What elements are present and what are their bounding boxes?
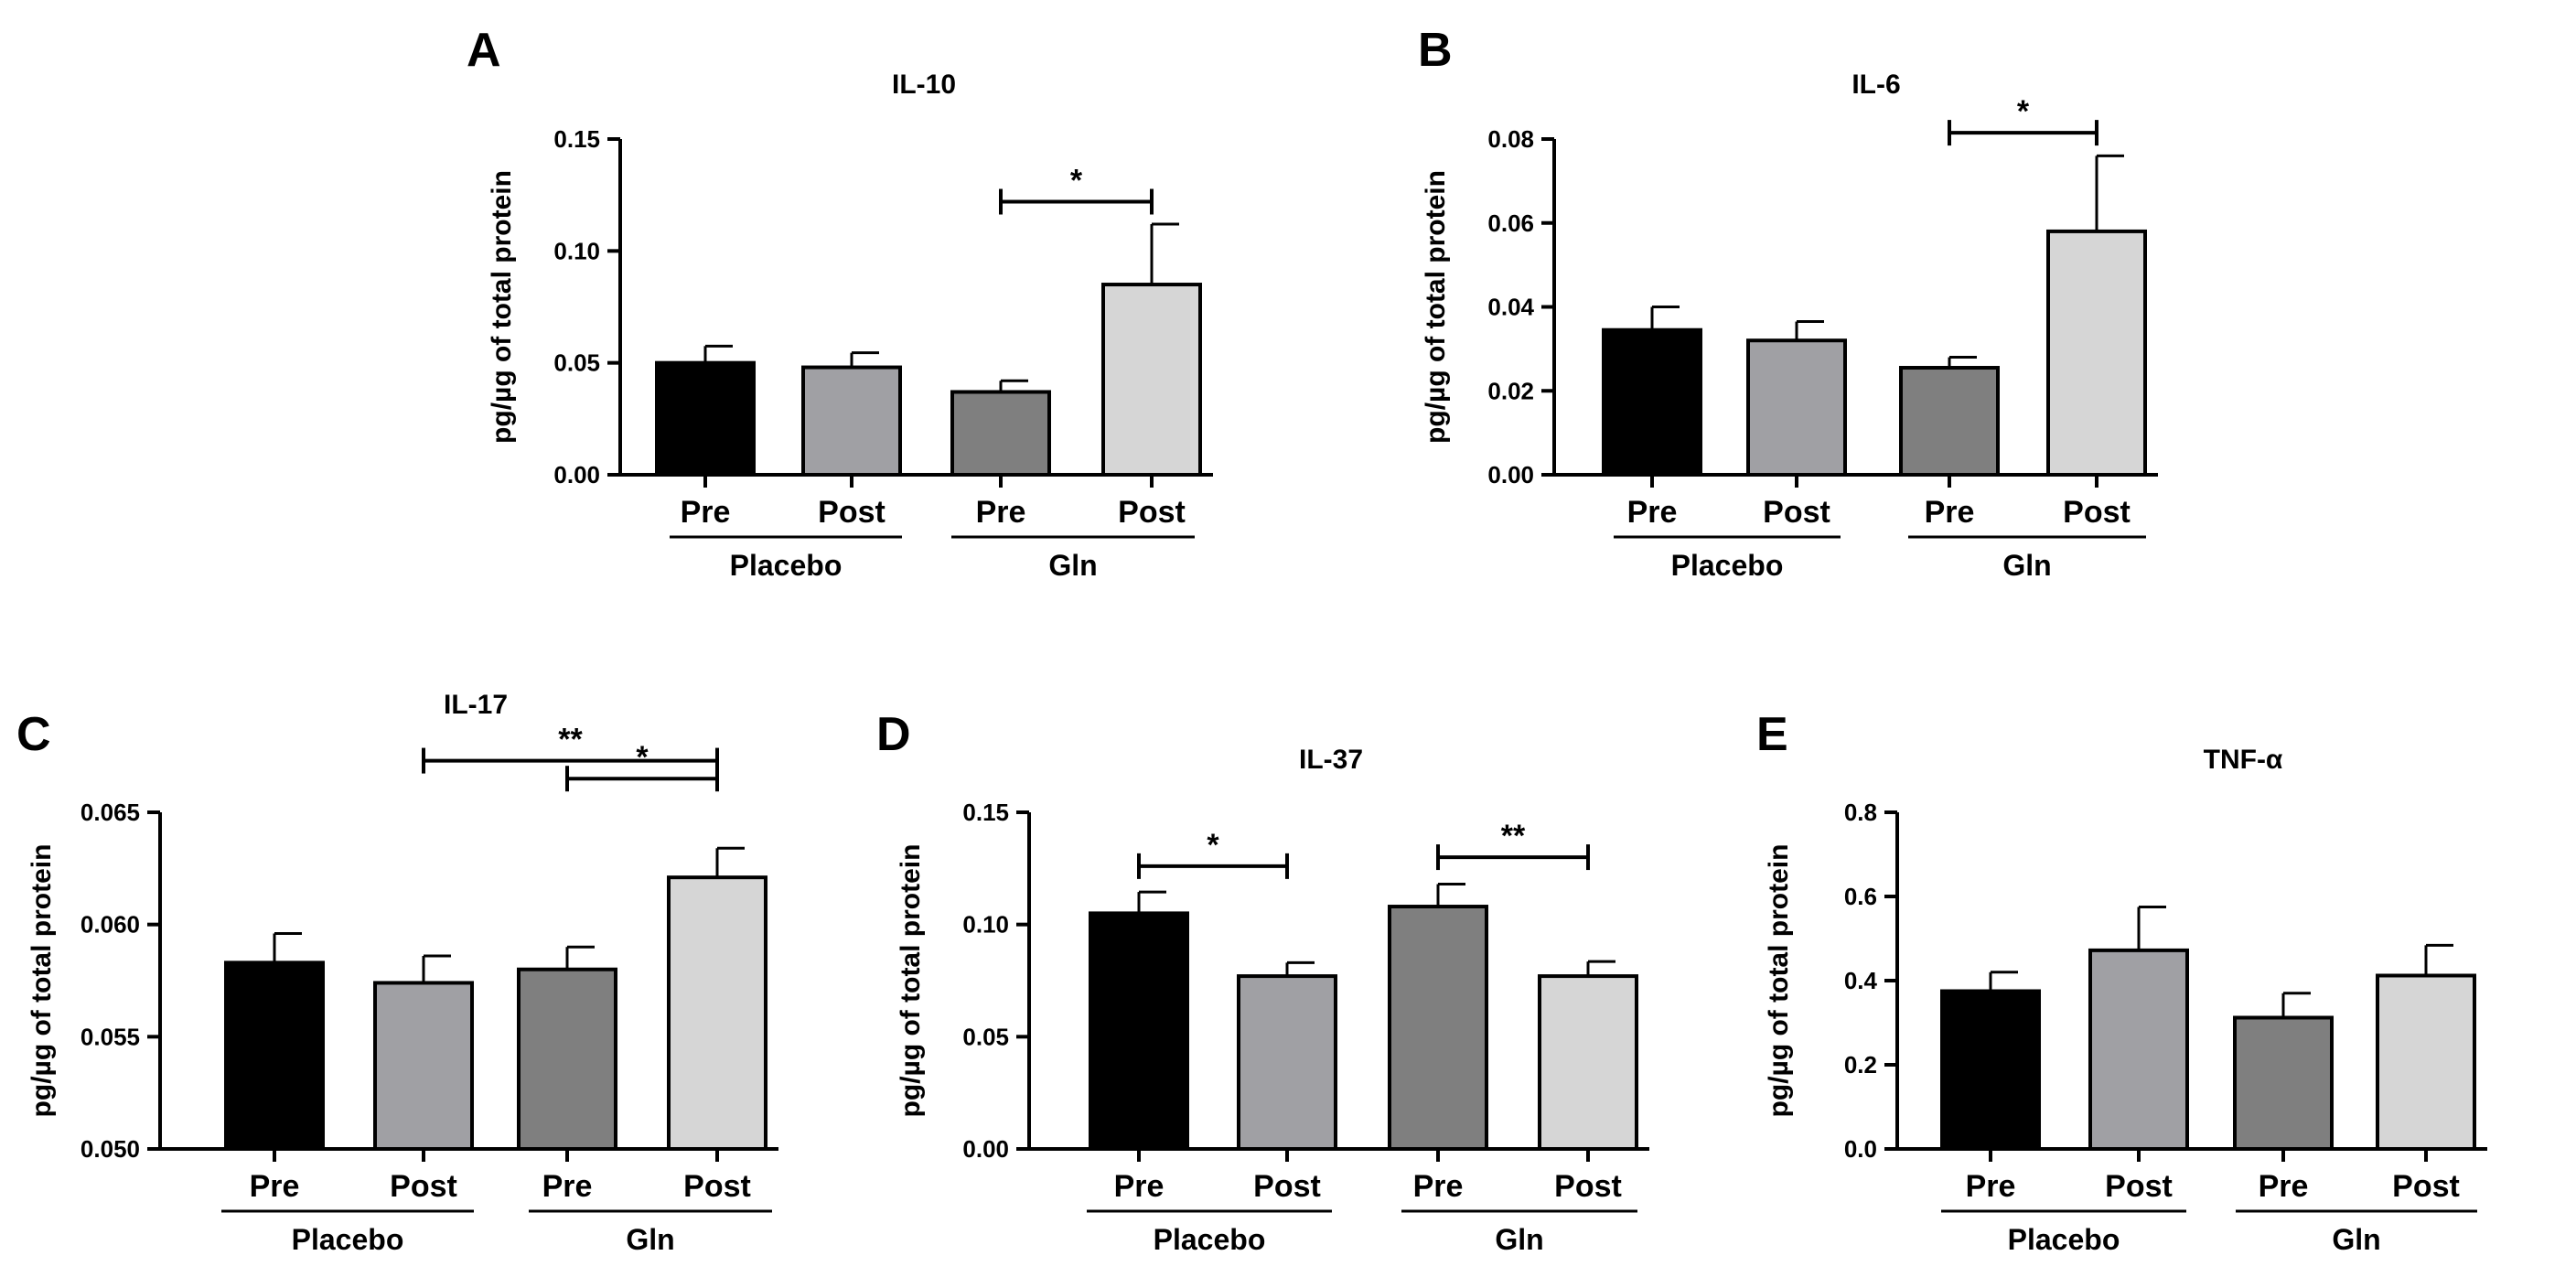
category-label: Pre	[1114, 1169, 1165, 1204]
y-tick-label: 0.10	[962, 911, 1009, 939]
group-label: Gln	[626, 1223, 674, 1256]
group-label: Placebo	[1154, 1223, 1266, 1256]
category-label: Post	[683, 1169, 751, 1204]
y-tick-label: 0.2	[1844, 1051, 1877, 1078]
bar	[1538, 974, 1638, 1152]
category-label: Pre	[681, 495, 731, 530]
category-label: Pre	[1925, 495, 1975, 530]
significance-label: *	[1207, 828, 1219, 863]
bar	[224, 960, 325, 1151]
y-tick-label: 0.02	[1487, 377, 1534, 404]
significance-label: **	[558, 723, 583, 757]
y-tick-label: 0.05	[553, 349, 600, 377]
y-tick-label: 0.8	[1844, 799, 1877, 826]
category-label: Pre	[2259, 1169, 2309, 1204]
bar	[1089, 911, 1189, 1152]
group-label: Gln	[1495, 1223, 1543, 1256]
bar	[2088, 948, 2189, 1151]
y-tick-label: 0.050	[80, 1135, 140, 1163]
bar	[950, 390, 1051, 477]
y-axis-label: pg/µg of total protein	[27, 844, 57, 1118]
bar	[801, 365, 902, 477]
group-label: Gln	[2002, 549, 2051, 582]
chart-title: IL-10	[892, 70, 956, 100]
category-label: Pre	[1413, 1169, 1464, 1204]
y-tick-label: 0.055	[80, 1023, 140, 1050]
bar	[667, 875, 767, 1151]
panel-letter: A	[467, 24, 501, 77]
bar	[2376, 973, 2476, 1151]
category-label: Post	[1763, 495, 1830, 530]
category-label: Pre	[542, 1169, 593, 1204]
y-axis-label: pg/µg of total protein	[1764, 844, 1794, 1118]
bar	[1602, 327, 1702, 478]
category-label: Post	[818, 495, 886, 530]
category-label: Pre	[1627, 495, 1678, 530]
category-label: Post	[2063, 495, 2131, 530]
panel-b: B IL-6 0.00 0.02 0.04 0.06 0.08 pg/µg of total …	[1418, 24, 2158, 582]
chart-title: IL-17	[444, 690, 508, 720]
y-tick-label: 0.4	[1844, 967, 1878, 994]
category-label: Post	[2392, 1169, 2460, 1204]
bar	[1899, 366, 2000, 477]
y-tick-label: 0.0	[1844, 1135, 1877, 1163]
category-label: Pre	[976, 495, 1026, 530]
y-tick-label: 0.00	[553, 461, 600, 488]
y-tick-label: 0.08	[1487, 125, 1534, 153]
panel-letter: C	[16, 708, 51, 761]
group-label: Gln	[2332, 1223, 2380, 1256]
bar	[1746, 338, 1847, 478]
panel-d: D IL-37 0.00 0.05 0.10 0.15 pg/µg of total pro…	[876, 708, 1649, 1256]
y-tick-label: 0.00	[962, 1135, 1009, 1163]
significance-label: *	[2017, 94, 2030, 129]
y-tick-label: 0.06	[1487, 209, 1534, 237]
group-label: Gln	[1048, 549, 1097, 582]
category-label: Post	[1253, 1169, 1321, 1204]
bar	[655, 360, 756, 477]
chart-title: TNF-α	[2204, 745, 2283, 775]
y-tick-label: 0.05	[962, 1023, 1009, 1050]
group-label: Placebo	[730, 549, 843, 582]
y-tick-label: 0.15	[553, 125, 600, 153]
group-label: Placebo	[1671, 549, 1784, 582]
bar	[2046, 229, 2147, 478]
panel-letter: D	[876, 708, 911, 761]
category-label: Post	[2105, 1169, 2173, 1204]
bar	[517, 967, 617, 1151]
panel-letter: E	[1756, 708, 1788, 761]
bar	[1940, 989, 2041, 1151]
y-axis-label: pg/µg of total protein	[487, 170, 517, 444]
category-label: Post	[390, 1169, 457, 1204]
category-label: Pre	[1966, 1169, 2016, 1204]
y-axis-label: pg/µg of total protein	[1421, 170, 1451, 444]
bar	[2233, 1015, 2334, 1151]
y-tick-label: 0.10	[553, 237, 600, 264]
significance-label: *	[636, 740, 649, 775]
category-label: Pre	[250, 1169, 300, 1204]
y-tick-label: 0.00	[1487, 461, 1534, 488]
chart-title: IL-6	[1852, 70, 1900, 100]
y-tick-label: 0.060	[80, 911, 140, 939]
group-label: Placebo	[2008, 1223, 2120, 1256]
category-label: Post	[1554, 1169, 1622, 1204]
y-tick-label: 0.065	[80, 799, 140, 826]
panel-a: A IL-10 0.00 0.05 0.10 0.15 pg/µg of total pro…	[467, 24, 1213, 582]
significance-label: *	[1070, 164, 1083, 199]
bar	[1237, 974, 1337, 1152]
bar	[1388, 905, 1488, 1151]
y-tick-label: 0.6	[1844, 883, 1877, 910]
panel-letter: B	[1418, 24, 1453, 77]
bar	[373, 981, 474, 1152]
panel-e: E TNF-α 0.0 0.2 0.4 0.6 0.8 pg/µg of total prot…	[1756, 708, 2487, 1256]
y-tick-label: 0.04	[1487, 294, 1534, 321]
significance-label: **	[1501, 819, 1526, 853]
group-label: Placebo	[292, 1223, 404, 1256]
panel-c: C IL-17 0.050 0.055 0.060 0.065 pg/µg of total…	[16, 690, 778, 1256]
y-tick-label: 0.15	[962, 799, 1009, 826]
chart-title: IL-37	[1299, 745, 1363, 775]
category-label: Post	[1118, 495, 1186, 530]
bar	[1101, 283, 1202, 477]
y-axis-label: pg/µg of total protein	[896, 844, 926, 1118]
